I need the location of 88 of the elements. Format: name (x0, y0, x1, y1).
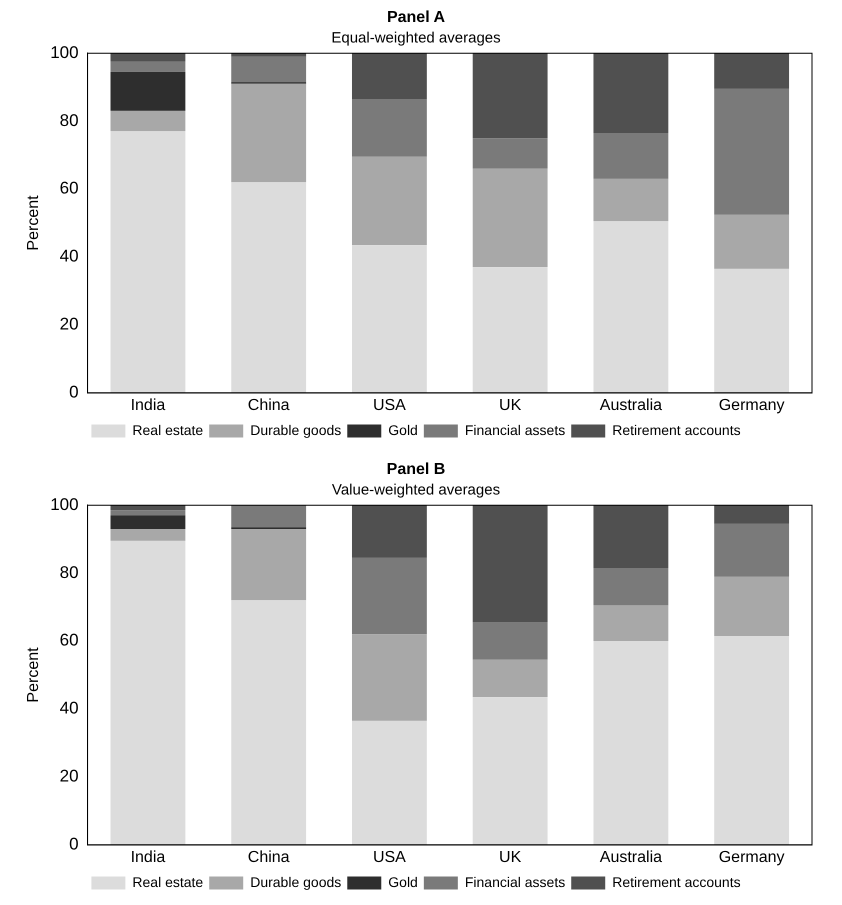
legend-label: Financial assets (464, 422, 566, 438)
bar (593, 221, 668, 393)
legend-label: Gold (388, 422, 418, 438)
bar (714, 268, 790, 393)
legend-label: Gold (388, 874, 418, 890)
bar (593, 605, 668, 642)
legend-label: Financial assets (464, 874, 566, 890)
bar (714, 576, 790, 636)
bar (110, 62, 186, 72)
y-axis-title: Percent (25, 194, 42, 251)
bar (110, 72, 186, 111)
bar (714, 636, 790, 845)
bar (593, 568, 668, 606)
y-axis-title: Percent (25, 646, 42, 703)
x-tick-label: Germany (718, 848, 785, 866)
bar (472, 622, 548, 660)
x-tick-label: Australia (600, 396, 662, 414)
y-tick-label: 40 (60, 698, 79, 718)
x-tick-label: India (130, 848, 166, 866)
bar (352, 245, 427, 393)
chart-subtitle: Value-weighted averages (332, 481, 500, 498)
bar (110, 53, 186, 62)
bar (714, 524, 790, 577)
bar (352, 634, 427, 721)
y-tick-label: 20 (60, 314, 79, 334)
x-tick-label: UK (499, 396, 522, 414)
bar (231, 182, 306, 393)
x-tick-label: China (248, 848, 290, 866)
bar (231, 84, 306, 182)
x-tick-label: India (130, 396, 166, 414)
bar (231, 528, 306, 600)
bar (110, 540, 186, 845)
x-tick-label: China (248, 396, 290, 414)
bar (593, 133, 668, 179)
bar (472, 168, 548, 268)
x-tick-label: USA (372, 848, 406, 866)
bar (352, 53, 427, 100)
bar (110, 131, 186, 393)
bar (352, 99, 427, 157)
y-tick-label: 100 (50, 42, 79, 62)
bar (110, 510, 186, 516)
bar (714, 505, 790, 524)
chart-title: Panel A (386, 9, 446, 26)
x-tick-label: UK (499, 848, 522, 866)
x-tick-label: Germany (718, 396, 785, 414)
bar (231, 56, 306, 82)
legend-label: Real estate (132, 874, 204, 890)
y-tick-label: 100 (50, 494, 79, 514)
legend-label: Retirement accounts (612, 422, 741, 438)
y-tick-label: 60 (60, 178, 79, 198)
y-tick-label: 80 (60, 562, 79, 582)
chart-subtitle: Equal-weighted averages (331, 29, 501, 46)
bar (352, 558, 427, 634)
x-tick-label: Australia (600, 848, 662, 866)
bar (231, 505, 306, 528)
y-tick-label: 80 (60, 110, 79, 130)
bar (593, 505, 668, 568)
legend-label: Retirement accounts (612, 874, 741, 890)
chart-title: Panel B (386, 461, 446, 478)
bar (593, 178, 668, 222)
bar (593, 53, 668, 134)
bar (110, 528, 186, 541)
bar (352, 156, 427, 246)
bar (472, 505, 548, 622)
y-tick-label: 0 (69, 382, 79, 402)
bar (472, 660, 548, 698)
bar (472, 138, 548, 169)
bar (714, 88, 790, 215)
bar (714, 53, 790, 89)
bar (110, 515, 186, 529)
bar (352, 720, 427, 845)
bar (472, 697, 548, 845)
legend-label: Real estate (132, 422, 204, 438)
y-tick-label: 60 (60, 630, 79, 650)
x-tick-label: USA (372, 396, 406, 414)
y-tick-label: 20 (60, 766, 79, 786)
bar (472, 53, 548, 138)
bar (593, 641, 668, 845)
bar (110, 505, 186, 510)
bar (714, 214, 790, 269)
legend-label: Durable goods (250, 874, 342, 890)
legend-label: Durable goods (250, 422, 342, 438)
bar (231, 600, 306, 845)
bar (472, 267, 548, 393)
y-tick-label: 40 (60, 246, 79, 266)
y-tick-label: 0 (69, 834, 79, 854)
bar (110, 110, 186, 132)
bar (352, 505, 427, 558)
